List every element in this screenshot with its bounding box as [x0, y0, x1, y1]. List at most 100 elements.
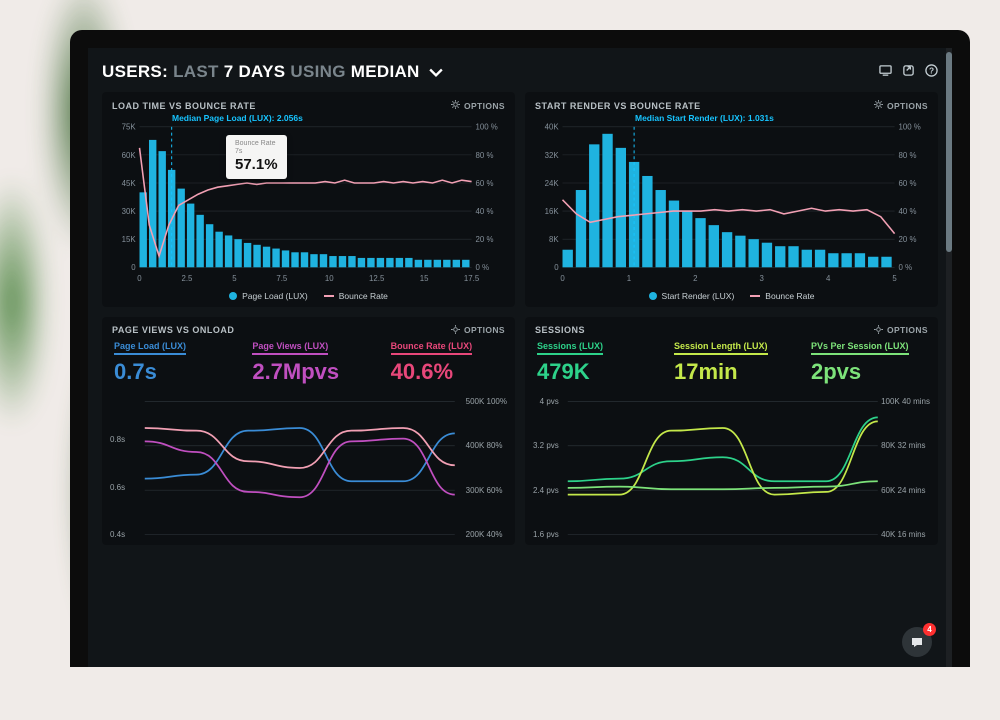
dashboard-screen: USERS: LAST 7 DAYS USING MEDIAN ? LOAD T… — [88, 48, 952, 667]
title-actions: ? — [879, 64, 938, 80]
axis-tick: 400K 80% — [466, 441, 507, 450]
gear-icon — [874, 325, 883, 336]
svg-text:0: 0 — [131, 263, 136, 272]
options-label: OPTIONS — [887, 325, 928, 335]
svg-text:1: 1 — [627, 274, 631, 283]
chart-area: Median Start Render (LUX): 1.031s 100 %8… — [535, 115, 928, 287]
panel-options-button[interactable]: OPTIONS — [451, 100, 505, 111]
axis-tick: 1.6 pvs — [533, 530, 559, 539]
panel-options-button[interactable]: OPTIONS — [874, 325, 928, 336]
svg-text:80 %: 80 % — [899, 151, 917, 160]
share-icon[interactable] — [902, 64, 915, 80]
options-label: OPTIONS — [887, 101, 928, 111]
svg-text:40 %: 40 % — [476, 207, 494, 216]
svg-text:2: 2 — [693, 274, 697, 283]
panel-page-views-vs-onload: PAGE VIEWS VS ONLOAD OPTIONS Page Load (… — [102, 317, 515, 545]
metric[interactable]: Page Views (LUX) 2.7Mpvs — [252, 340, 364, 383]
panel-title: PAGE VIEWS VS ONLOAD — [112, 325, 234, 335]
chevron-down-icon[interactable] — [429, 62, 443, 82]
axis-tick: 2.4 pvs — [533, 486, 559, 495]
metric-label: Page Views (LUX) — [252, 341, 328, 355]
metric[interactable]: Page Load (LUX)0.7s — [114, 340, 226, 383]
bar-line-chart[interactable]: 100 %80 %60 %40 %20 %0 %75K60K45K30K15K0… — [112, 115, 505, 287]
gear-icon — [451, 325, 460, 336]
svg-text:16K: 16K — [545, 207, 560, 216]
page-title[interactable]: USERS: LAST 7 DAYS USING MEDIAN — [102, 62, 443, 82]
axis-tick: 4 pvs — [533, 397, 559, 406]
scrollbar[interactable] — [946, 48, 952, 667]
chart-legend: Page Load (LUX) Bounce Rate — [112, 291, 505, 301]
svg-text:32K: 32K — [545, 151, 560, 160]
legend-label: Page Load (LUX) — [242, 291, 308, 301]
title-range-value: 7 DAYS — [224, 62, 286, 81]
metric-value: 17min — [674, 361, 789, 383]
title-bar: USERS: LAST 7 DAYS USING MEDIAN ? — [102, 58, 938, 92]
median-marker-label: Median Page Load (LUX): 2.056s — [172, 113, 303, 123]
svg-text:10: 10 — [325, 274, 334, 283]
svg-text:75K: 75K — [122, 123, 137, 132]
axis-tick: 500K 100% — [466, 397, 507, 406]
metric[interactable]: Sessions (LUX)479K — [537, 340, 652, 383]
svg-text:7.5: 7.5 — [276, 274, 288, 283]
tooltip-value: 57.1% — [235, 156, 278, 173]
title-agg-value: MEDIAN — [351, 62, 420, 81]
panel-options-button[interactable]: OPTIONS — [874, 100, 928, 111]
line-chart[interactable] — [535, 397, 928, 539]
axis-left: 4 pvs3.2 pvs2.4 pvs1.6 pvs — [533, 397, 559, 539]
chat-button[interactable]: 4 — [902, 627, 932, 657]
chat-badge: 4 — [923, 623, 936, 636]
help-icon[interactable]: ? — [925, 64, 938, 80]
svg-text:12.5: 12.5 — [369, 274, 385, 283]
legend-item: Page Load (LUX) — [229, 291, 308, 301]
metric-label: Bounce Rate (LUX) — [391, 341, 473, 355]
metric-label: PVs Per Session (LUX) — [811, 341, 909, 355]
axis-tick: 300K 60% — [466, 486, 507, 495]
title-range-word: LAST — [173, 62, 219, 81]
panel-load-time-vs-bounce: LOAD TIME VS BOUNCE RATE OPTIONS Median … — [102, 92, 515, 307]
panel-title: LOAD TIME VS BOUNCE RATE — [112, 101, 256, 111]
panel-title: SESSIONS — [535, 325, 585, 335]
metric-label: Session Length (LUX) — [674, 341, 768, 355]
bar-line-chart[interactable]: 100 %80 %60 %40 %20 %0 %40K32K24K16K8K00… — [535, 115, 928, 287]
curves-area: 0.8s0.6s0.4s 500K 100%400K 80%300K 60%20… — [112, 397, 505, 539]
monitor-icon[interactable] — [879, 64, 892, 80]
line-chart[interactable] — [112, 397, 505, 539]
svg-text:40K: 40K — [545, 123, 560, 132]
svg-text:20 %: 20 % — [899, 235, 917, 244]
svg-text:?: ? — [929, 65, 934, 75]
svg-text:60K: 60K — [122, 151, 137, 160]
laptop-bezel: USERS: LAST 7 DAYS USING MEDIAN ? LOAD T… — [70, 30, 970, 667]
axis-right: 500K 100% 400K 80% 300K 60% 200K 40% — [466, 397, 507, 539]
panel-options-button[interactable]: OPTIONS — [451, 325, 505, 336]
scrollbar-thumb[interactable] — [946, 52, 952, 252]
metric[interactable]: Bounce Rate (LUX)40.6% — [391, 340, 503, 383]
options-label: OPTIONS — [464, 325, 505, 335]
axis-tick: 200K 40% — [466, 530, 507, 539]
curves-area: 4 pvs3.2 pvs2.4 pvs1.6 pvs 100K 40 mins8… — [535, 397, 928, 539]
svg-text:80 %: 80 % — [476, 151, 494, 160]
metric[interactable]: PVs Per Session (LUX) 2pvs — [811, 340, 926, 383]
svg-text:40 %: 40 % — [899, 207, 917, 216]
median-marker-label: Median Start Render (LUX): 1.031s — [635, 113, 774, 123]
gear-icon — [874, 100, 883, 111]
svg-text:15: 15 — [420, 274, 429, 283]
chart-area: Median Page Load (LUX): 2.056s 10 0 % 80 %… — [112, 115, 505, 287]
axis-tick: 80K 32 mins — [881, 441, 930, 450]
metric-value: 2.7Mpvs — [252, 361, 364, 383]
options-label: OPTIONS — [464, 101, 505, 111]
metric-row: Page Load (LUX)0.7s Page Views (LUX) 2.7Mp… — [112, 340, 505, 385]
legend-label: Bounce Rate — [765, 291, 814, 301]
axis-left: 0.8s0.6s0.4s — [110, 397, 125, 539]
metric-row: Sessions (LUX)479K Session Length (LUX) 17… — [535, 340, 928, 385]
panel-sessions: SESSIONS OPTIONS Sessions (LUX)479KSessi… — [525, 317, 938, 545]
metric[interactable]: Session Length (LUX) 17min — [674, 340, 789, 383]
axis-tick: 0.8s — [110, 435, 125, 444]
metric-value: 2pvs — [811, 361, 926, 383]
axis-tick: 0.6s — [110, 483, 125, 492]
svg-text:0: 0 — [554, 263, 559, 272]
axis-right: 100K 40 mins80K 32 mins60K 24 mins40K 16… — [881, 397, 930, 539]
svg-text:5: 5 — [232, 274, 237, 283]
metric-value: 0.7s — [114, 361, 226, 383]
svg-text:0: 0 — [137, 274, 142, 283]
svg-text:0 %: 0 % — [476, 263, 490, 272]
